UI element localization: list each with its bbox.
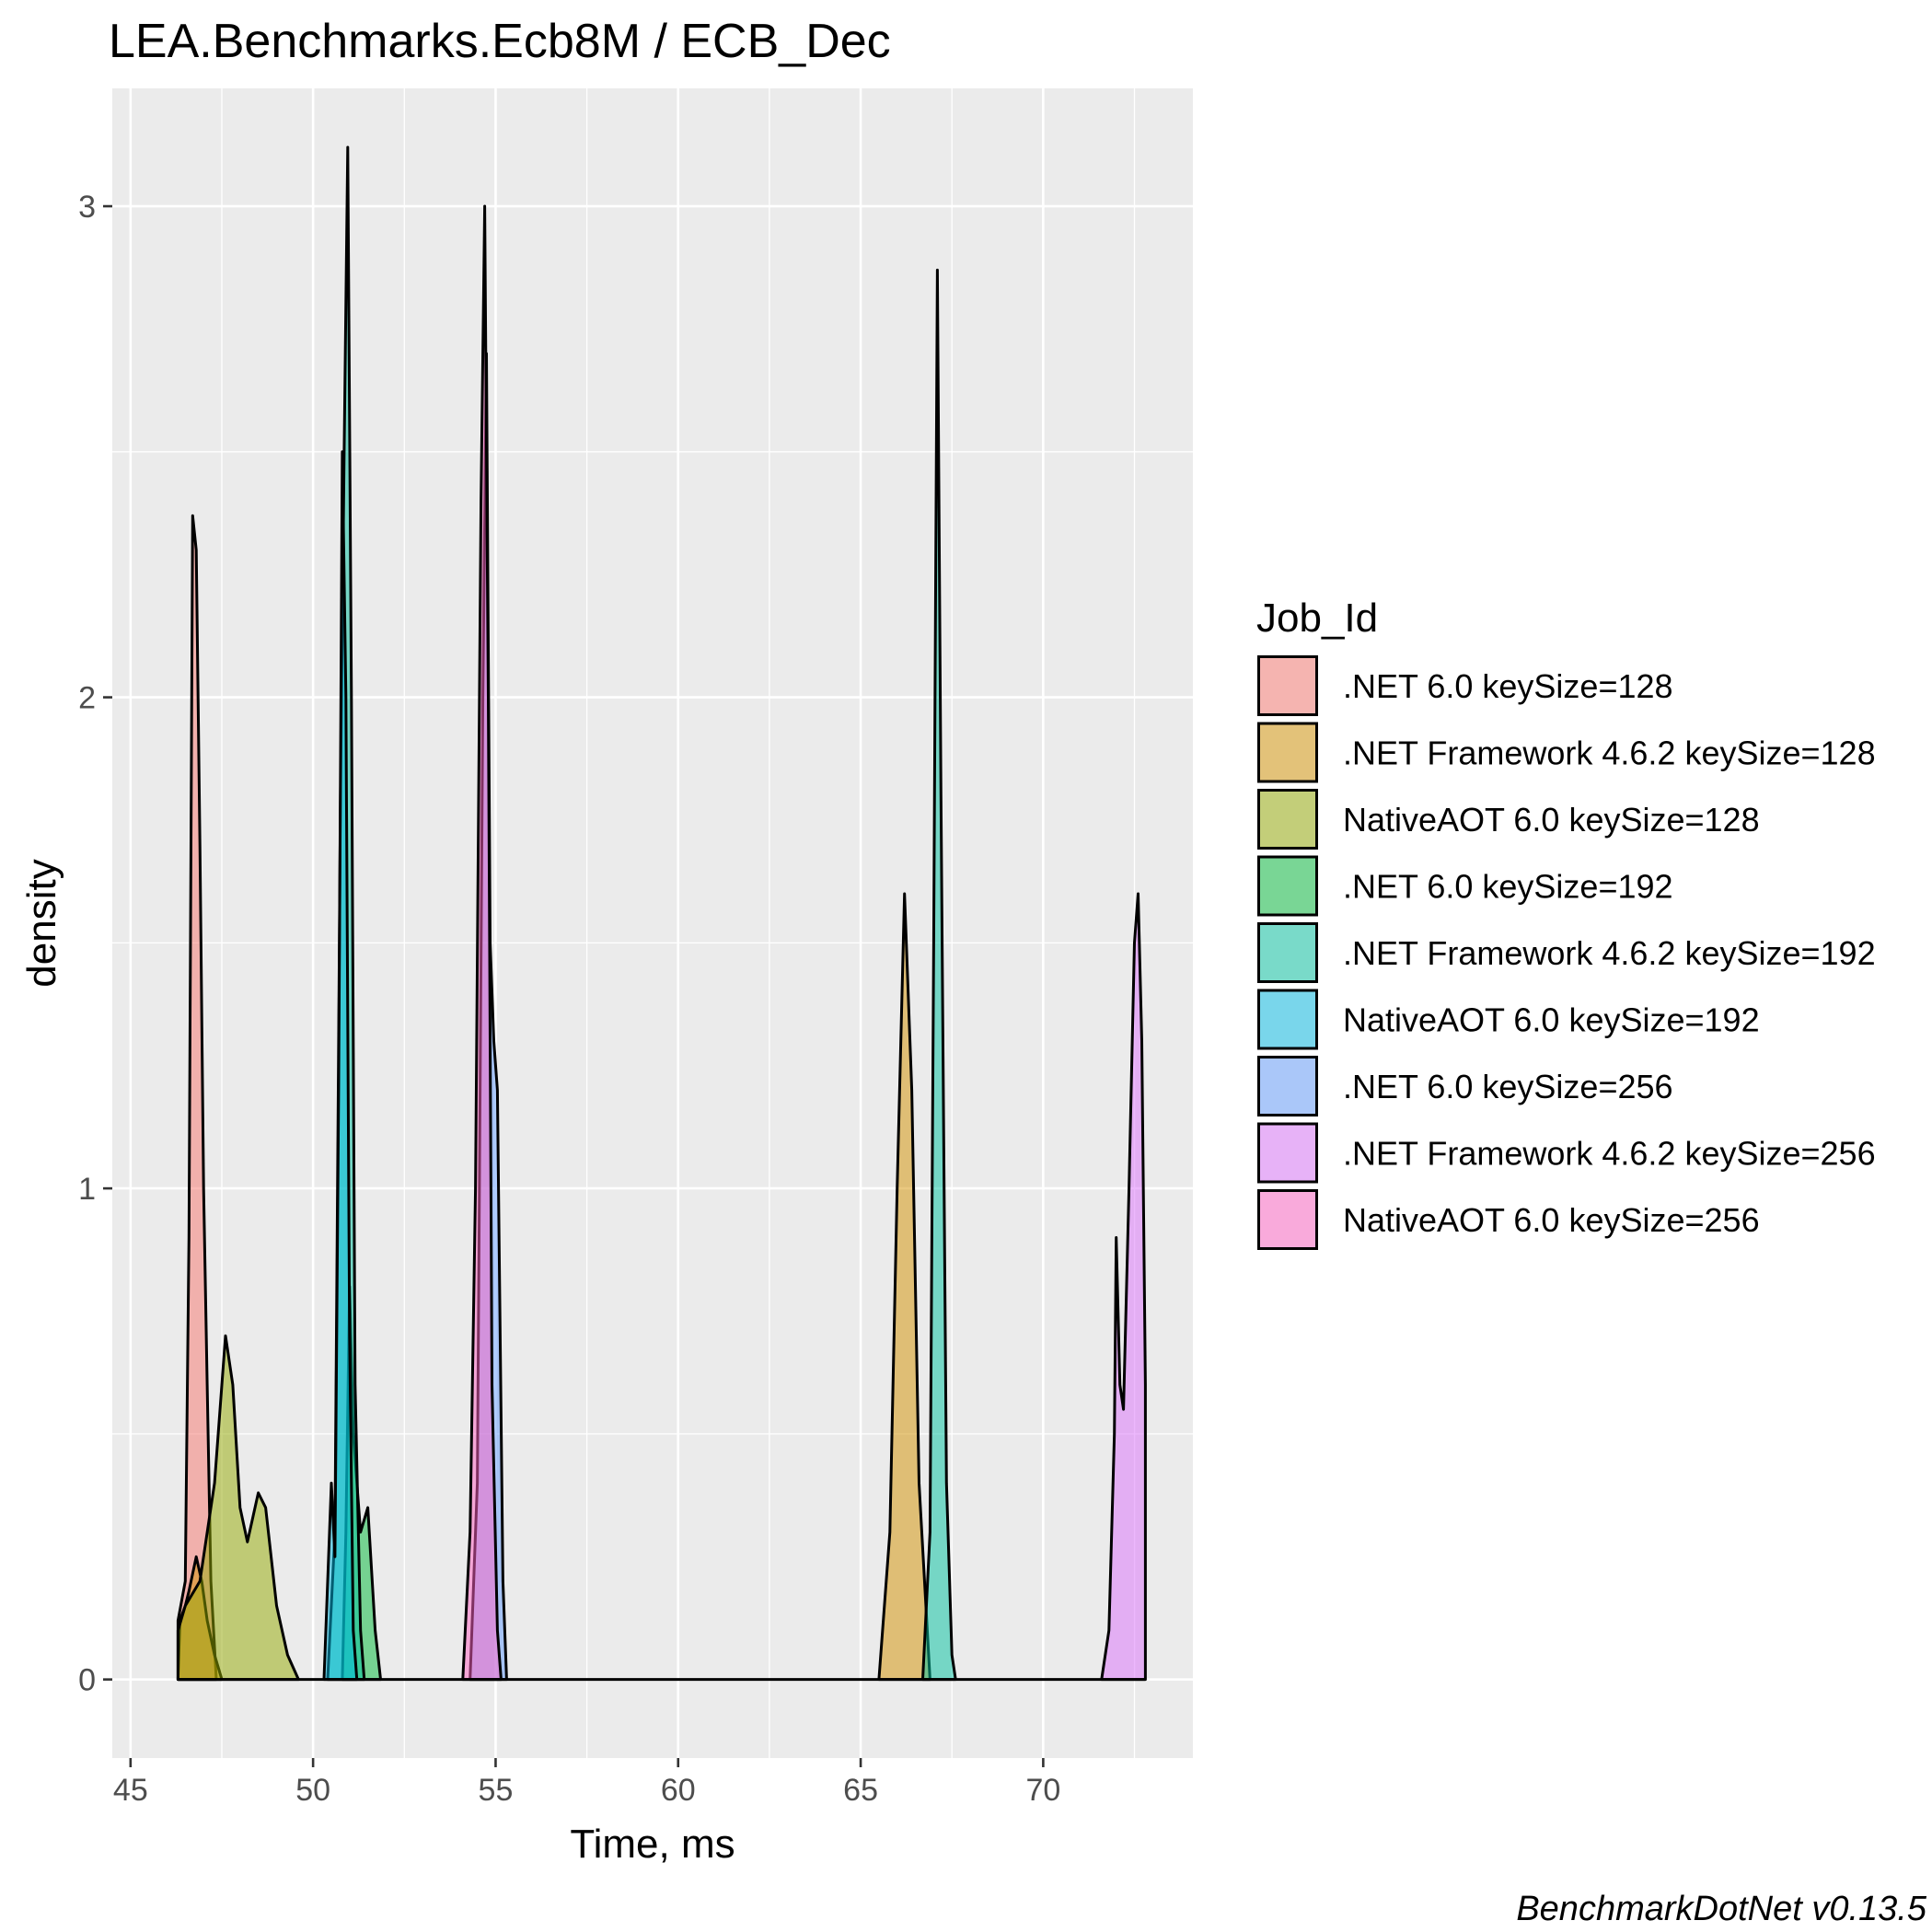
y-tick-label: 1 [78,1172,96,1207]
legend-entry-label: .NET 6.0 keySize=192 [1343,868,1673,906]
density-area-series-8 [461,204,503,1682]
x-tick-label: 55 [479,1773,514,1808]
legend-swatch [1257,1056,1318,1116]
legend-swatch [1257,655,1318,716]
legend-entry-label: .NET 6.0 keySize=128 [1343,667,1673,705]
y-axis: 0 1 2 3 [78,190,112,1698]
density-area-series-2 [176,1334,300,1682]
x-axis-label: Time, ms [570,1822,735,1867]
legend-entry-label: NativeAOT 6.0 keySize=192 [1343,1001,1760,1039]
legend-entry-label: .NET Framework 4.6.2 keySize=256 [1343,1135,1876,1173]
legend-entry-label: .NET Framework 4.6.2 keySize=128 [1343,735,1876,772]
plot-panel [112,88,1193,1758]
x-axis: 45 50 55 60 65 70 [113,1758,1060,1808]
x-tick-label: 65 [843,1773,878,1808]
legend-entry-label: NativeAOT 6.0 keySize=128 [1343,801,1760,839]
y-tick-label: 0 [78,1663,96,1698]
legend-swatch [1257,789,1318,850]
legend-entry-label: .NET Framework 4.6.2 keySize=192 [1343,934,1876,972]
density-area-series-7 [1100,892,1147,1682]
legend-swatch [1257,1189,1318,1250]
legend-entry-label: .NET 6.0 keySize=256 [1343,1068,1673,1105]
legend-swatch [1257,1122,1318,1184]
legend-swatch [1257,855,1318,917]
density-area-net-framework-192 [921,268,957,1682]
x-tick-label: 60 [661,1773,696,1808]
y-tick-label: 3 [78,190,96,225]
legend-title: Job_Id [1256,596,1378,641]
chart-title: LEA.Benchmarks.Ecb8M / ECB_Dec [109,15,891,68]
legend-swatch [1257,922,1318,983]
legend-swatch [1257,722,1318,783]
legend-swatch [1257,989,1318,1050]
x-tick-label: 50 [295,1773,330,1808]
legend-entry-label: NativeAOT 6.0 keySize=256 [1343,1201,1760,1239]
density-area-series-5 [322,450,359,1682]
y-axis-label: density [19,859,64,987]
density-areas [176,145,1147,1682]
chart-caption: BenchmarkDotNet v0.13.5 [1516,1890,1927,1928]
y-tick-label: 2 [78,681,96,716]
legend: .NET 6.0 keySize=128 .NET Framework 4.6.2… [1257,655,1876,1250]
x-tick-label: 70 [1025,1773,1060,1808]
x-tick-label: 45 [113,1773,148,1808]
